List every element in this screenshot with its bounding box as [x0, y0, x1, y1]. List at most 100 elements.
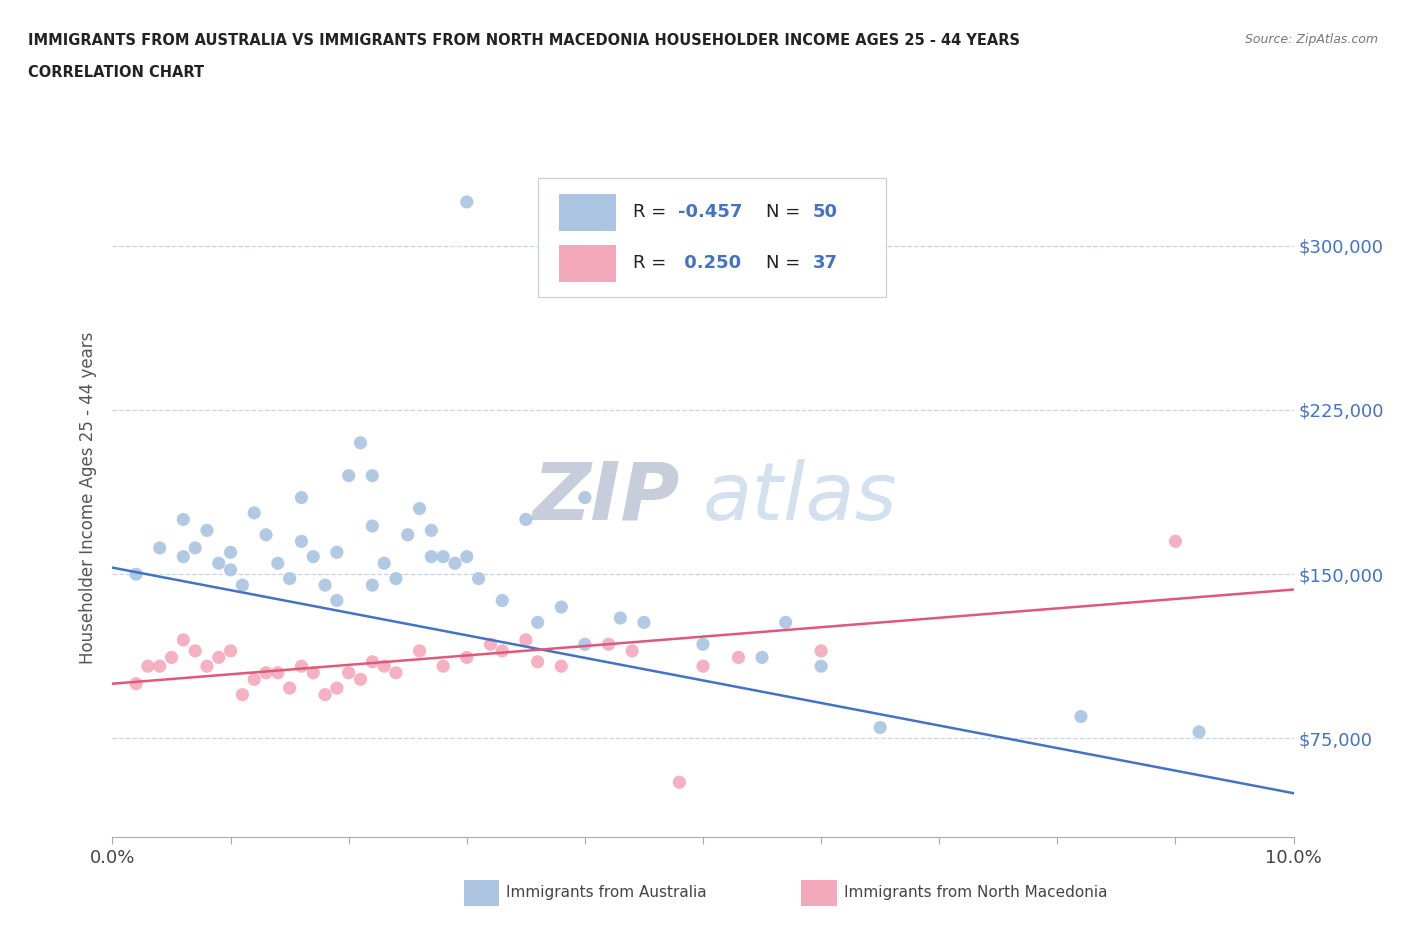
Point: [302, 665, 325, 680]
Point: [550, 600, 572, 615]
Point: [810, 644, 832, 658]
Point: [278, 681, 301, 696]
Text: CORRELATION CHART: CORRELATION CHART: [28, 65, 204, 80]
Point: [456, 550, 478, 565]
Point: [254, 665, 277, 680]
Point: [408, 501, 430, 516]
Point: [314, 687, 336, 702]
Point: [349, 435, 371, 450]
Point: [149, 540, 172, 555]
Point: [290, 658, 312, 673]
Point: [526, 615, 548, 630]
Point: [361, 519, 384, 534]
Text: R =: R =: [633, 254, 672, 272]
Point: [491, 593, 513, 608]
FancyBboxPatch shape: [560, 193, 616, 231]
Point: [692, 637, 714, 652]
Point: [326, 545, 349, 560]
Point: [302, 550, 325, 565]
Text: 50: 50: [813, 204, 838, 221]
Text: Immigrants from North Macedonia: Immigrants from North Macedonia: [844, 885, 1107, 900]
Point: [550, 658, 572, 673]
Point: [515, 632, 537, 647]
Text: R =: R =: [633, 204, 672, 221]
Point: [314, 578, 336, 592]
Text: N =: N =: [766, 254, 806, 272]
Point: [290, 534, 312, 549]
Point: [456, 650, 478, 665]
Point: [775, 615, 797, 630]
Point: [267, 556, 290, 571]
Point: [598, 637, 620, 652]
Point: [278, 571, 301, 586]
Point: [479, 637, 502, 652]
Point: [149, 658, 172, 673]
Point: [160, 650, 183, 665]
Point: [172, 512, 194, 527]
Text: 37: 37: [813, 254, 838, 272]
Text: Source: ZipAtlas.com: Source: ZipAtlas.com: [1244, 33, 1378, 46]
Point: [361, 655, 384, 670]
Point: [515, 512, 537, 527]
Text: N =: N =: [766, 204, 806, 221]
Point: [526, 655, 548, 670]
Point: [125, 676, 148, 691]
Point: [574, 637, 596, 652]
Text: ZIP: ZIP: [531, 458, 679, 537]
Point: [243, 505, 266, 520]
Point: [290, 490, 312, 505]
Point: [668, 775, 690, 790]
Point: [727, 650, 749, 665]
Point: [1070, 709, 1092, 724]
Point: [219, 563, 242, 578]
Point: [432, 550, 454, 565]
Point: [420, 550, 443, 565]
Point: [1188, 724, 1211, 739]
Point: [444, 556, 467, 571]
Point: [243, 671, 266, 686]
Point: [456, 194, 478, 209]
Point: [361, 578, 384, 592]
Point: [1164, 534, 1187, 549]
Point: [326, 593, 349, 608]
Point: [326, 681, 349, 696]
Point: [184, 644, 207, 658]
Point: [361, 468, 384, 483]
Point: [467, 571, 489, 586]
Point: [385, 571, 408, 586]
Point: [869, 720, 891, 735]
Point: [172, 632, 194, 647]
Text: IMMIGRANTS FROM AUSTRALIA VS IMMIGRANTS FROM NORTH MACEDONIA HOUSEHOLDER INCOME : IMMIGRANTS FROM AUSTRALIA VS IMMIGRANTS …: [28, 33, 1021, 47]
Point: [172, 550, 194, 565]
FancyBboxPatch shape: [537, 179, 886, 298]
Point: [219, 545, 242, 560]
Point: [254, 527, 277, 542]
Y-axis label: Householder Income Ages 25 - 44 years: Householder Income Ages 25 - 44 years: [79, 331, 97, 664]
Point: [373, 556, 395, 571]
Point: [621, 644, 644, 658]
Point: [692, 658, 714, 673]
Point: [195, 658, 218, 673]
Point: [195, 523, 218, 538]
Point: [609, 611, 631, 626]
Text: atlas: atlas: [703, 458, 898, 537]
Point: [337, 665, 360, 680]
Point: [751, 650, 773, 665]
Point: [231, 687, 253, 702]
Point: [810, 658, 832, 673]
Text: Immigrants from Australia: Immigrants from Australia: [506, 885, 707, 900]
Point: [208, 556, 231, 571]
Point: [432, 658, 454, 673]
Point: [231, 578, 253, 592]
Point: [633, 615, 655, 630]
Point: [491, 644, 513, 658]
Point: [219, 644, 242, 658]
Point: [396, 527, 419, 542]
Point: [373, 658, 395, 673]
Point: [136, 658, 159, 673]
Text: 0.250: 0.250: [678, 254, 741, 272]
Point: [574, 490, 596, 505]
Point: [337, 468, 360, 483]
Point: [208, 650, 231, 665]
Point: [267, 665, 290, 680]
